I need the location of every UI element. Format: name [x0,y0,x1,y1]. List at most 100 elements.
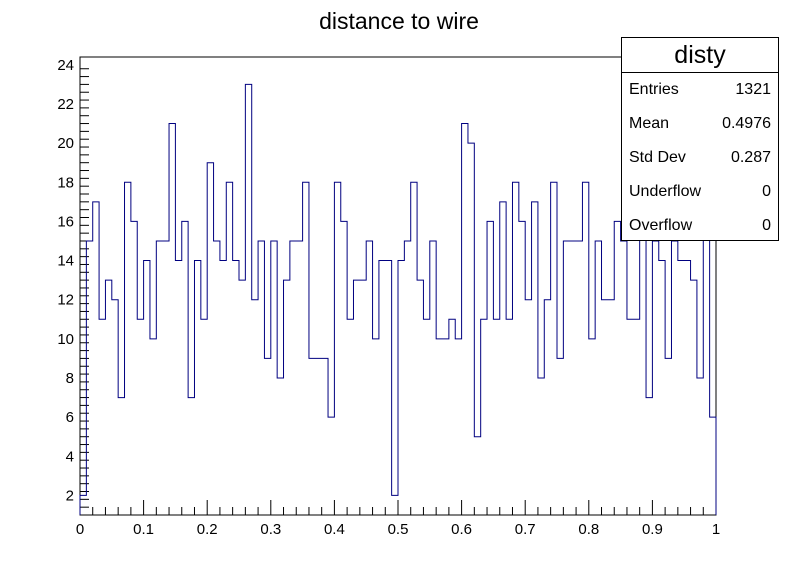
x-tick-label: 0.5 [388,521,409,538]
histogram-bin [379,261,385,515]
histogram-bin [544,300,550,515]
histogram-bin [525,300,531,515]
histogram-bin [125,182,131,515]
histogram-bin [652,241,658,515]
histogram-bin [691,280,697,515]
histogram-bin [93,202,99,515]
histogram-bin [341,221,347,515]
histogram-bin [398,261,404,515]
histogram-bin [201,319,207,515]
y-tick-label: 14 [57,253,74,270]
histogram-bin [519,221,525,515]
histogram-bin [665,358,671,515]
histogram-bin [169,124,175,515]
x-tick-label: 0.4 [324,521,345,538]
histogram-bin [264,358,270,515]
y-tick-label: 4 [66,448,74,465]
stats-box: disty Entries 1321 Mean 0.4976 Std Dev 0… [621,37,779,241]
histogram-bin [220,261,226,515]
x-tick-label: 0.6 [451,521,472,538]
histogram-bin [258,241,264,515]
y-tick-label: 12 [57,292,74,309]
histogram-bin [506,319,512,515]
histogram-bin [481,319,487,515]
histogram-bin [551,182,557,515]
histogram-bin [252,300,258,515]
histogram-bin [449,319,455,515]
histogram-bin [290,241,296,515]
histogram-bin [226,182,232,515]
histogram-bin [646,398,652,515]
histogram-bin [194,261,200,515]
histogram-bin [512,182,518,515]
histogram-bin [563,241,569,515]
histogram-bin [608,300,614,515]
stats-row-mean: Mean 0.4976 [622,107,778,141]
stats-label: Mean [629,115,670,132]
stats-label: Std Dev [629,149,686,166]
x-tick-label: 0.9 [642,521,663,538]
histogram-bin [621,241,627,515]
histogram-bin [214,241,220,515]
histogram-bin [207,163,213,515]
stats-value: 0 [762,183,771,200]
histogram-bin [239,280,245,515]
histogram-bin [366,241,372,515]
histogram-bin [602,300,608,515]
histogram-bin [640,221,646,515]
histogram-bin [392,495,398,515]
x-tick-label: 0.3 [260,521,281,538]
histogram-bin [150,339,156,515]
histogram-bin [557,358,563,515]
histogram-bin [474,437,480,515]
stats-label: Overflow [629,217,693,234]
histogram-bin [659,261,665,515]
y-tick-label: 2 [66,487,74,504]
histogram-bin [188,398,194,515]
histogram-bin [315,358,321,515]
histogram-bin [710,417,716,515]
histogram-bin [322,358,328,515]
y-tick-label: 6 [66,409,74,426]
histogram-bin [360,280,366,515]
y-tick-label: 8 [66,370,74,387]
histogram-bin [328,417,334,515]
histogram-bin [271,241,277,515]
y-tick-label: 16 [57,213,74,230]
histogram-bin [245,84,251,515]
stats-value: 0 [762,217,771,234]
histogram-bin [703,221,709,515]
stats-row-overflow: Overflow 0 [622,209,778,243]
stats-histogram-name: disty [622,38,778,73]
stats-value: 0.287 [730,149,771,166]
chart-title: distance to wire [319,8,479,34]
y-tick-label: 22 [57,96,74,113]
x-tick-label: 0.1 [133,521,154,538]
histogram-bin [436,339,442,515]
stats-value: 0.4976 [722,115,771,132]
histogram-bin [589,339,595,515]
histogram-bin [347,319,353,515]
x-tick-label: 0.8 [578,521,599,538]
histogram-bin [487,221,493,515]
histogram-bin [156,241,162,515]
histogram-bin [538,378,544,515]
histogram-step-line [79,83,717,515]
histogram-bin [430,241,436,515]
histogram-bin [671,241,677,515]
histogram-bin [404,241,410,515]
histogram-bin [614,221,620,515]
histogram-bin [163,241,169,515]
histogram-bin [99,319,105,515]
histogram-bin [678,261,684,515]
x-tick-label: 0 [76,521,84,538]
histogram-bin [576,241,582,515]
stats-label: Entries [629,81,679,98]
histogram-bin [697,378,703,515]
histogram-bin [627,319,633,515]
histogram-bin [233,261,239,515]
histogram-bin [684,261,690,515]
histogram-bin [144,261,150,515]
